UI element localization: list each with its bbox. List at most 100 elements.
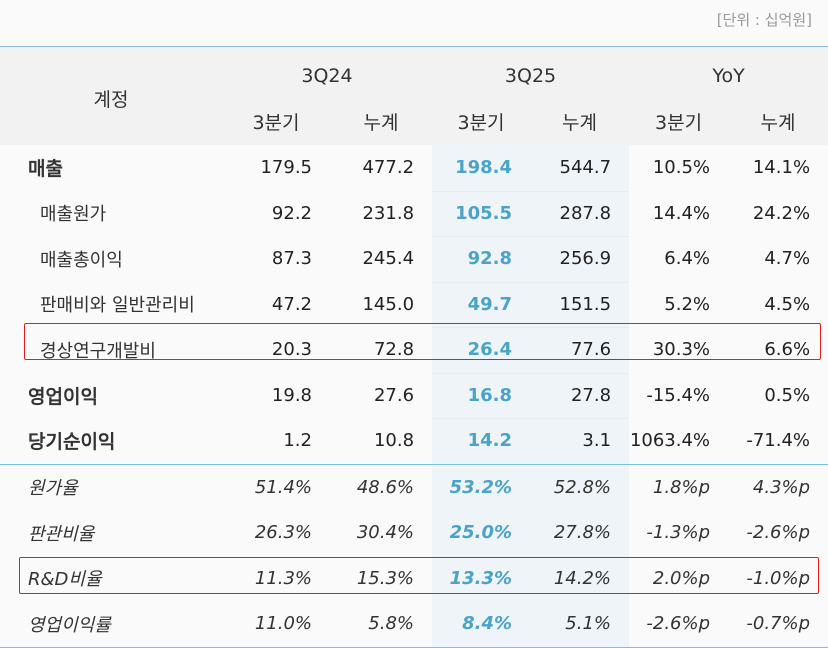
header-yoy: YoY	[712, 65, 745, 87]
cell-value: 544.7	[530, 145, 630, 191]
row-label: 매출총이익	[40, 249, 123, 271]
cell-value: 5.2%	[664, 293, 711, 315]
cell-value: 179.5	[260, 157, 312, 179]
subheader: 누계	[760, 111, 796, 134]
cell-value: 10.5%	[652, 157, 711, 179]
cell-value: 6.6%	[764, 339, 811, 361]
cell-value: 11.3%	[254, 567, 312, 589]
cell-value: 4.3%p	[752, 476, 811, 498]
cell-value: 8.4%	[432, 601, 531, 647]
cell-value: 231.8	[362, 202, 415, 224]
cell-value: -1.3%p	[646, 522, 711, 544]
cell-value: -0.7%p	[746, 613, 811, 635]
header-3q24: 3Q24	[301, 65, 353, 87]
table-row: 경상연구개발비 20.3 72.8 26.4 77.6 30.3% 6.6%	[0, 327, 828, 373]
row-label: 원가율	[28, 478, 78, 500]
row-label: 경상연구개발비	[40, 340, 156, 362]
cell-value: 30.4%	[356, 522, 415, 544]
cell-value: 10.8	[373, 430, 415, 452]
cell-value: 245.4	[362, 248, 415, 270]
cell-value: 92.2	[271, 202, 312, 224]
subheader: 3분기	[252, 111, 300, 134]
table-row: 영업이익 19.8 27.6 16.8 27.8 -15.4% 0.5%	[0, 372, 828, 418]
cell-value: 15.3%	[356, 567, 415, 589]
table-row: 매출총이익 87.3 245.4 92.8 256.9 6.4% 4.7%	[0, 236, 828, 282]
cell-value: 1.2	[283, 430, 312, 452]
cell-value: 16.8	[432, 372, 531, 418]
cell-value: 26.4	[432, 327, 531, 373]
cell-value: 6.4%	[664, 248, 711, 270]
ratio-row: 판관비율 26.3% 30.4% 25.0% 27.8% -1.3%p -2.6%p	[0, 510, 828, 556]
ratio-row: 영업이익률 11.0% 5.8% 8.4% 5.1% -2.6%p -0.7%p	[0, 601, 828, 647]
table-row: 판매비와 일반관리비 47.2 145.0 49.7 151.5 5.2% 4.5%	[0, 281, 828, 327]
cell-value: -1.0%p	[746, 567, 811, 589]
row-label: 영업이익률	[28, 614, 111, 636]
cell-value: 47.2	[271, 293, 312, 315]
cell-value: 1.8%p	[652, 476, 711, 498]
cell-value: 14.2%	[530, 555, 630, 601]
row-label: 판관비율	[28, 523, 95, 545]
cell-value: 145.0	[362, 293, 415, 315]
cell-value: 26.3%	[254, 522, 312, 544]
unit-label: [단위 : 십억원]	[716, 11, 812, 29]
cell-value: 198.4	[432, 145, 531, 191]
cell-value: -2.6%p	[746, 522, 811, 544]
cell-value: 51.4%	[254, 476, 312, 498]
ratio-row: R&D비율 11.3% 15.3% 13.3% 14.2% 2.0%p -1.0%p	[0, 555, 828, 601]
cell-value: -2.6%p	[646, 613, 711, 635]
cell-value: 477.2	[362, 157, 415, 179]
cell-value: 77.6	[530, 327, 630, 373]
row-label: 판매비와 일반관리비	[40, 295, 195, 317]
subheader: 누계	[562, 111, 597, 134]
row-label: 매출원가	[40, 204, 107, 226]
cell-value: 53.2%	[432, 464, 531, 510]
cell-value: 27.6	[373, 384, 415, 406]
cell-value: 287.8	[530, 190, 630, 236]
table-row: 매출원가 92.2 231.8 105.5 287.8 14.4% 24.2%	[0, 190, 828, 236]
cell-value: 5.8%	[368, 613, 415, 635]
cell-value: 87.3	[271, 248, 312, 270]
cell-value: -71.4%	[746, 430, 811, 452]
cell-value: 1063.4%	[629, 430, 711, 452]
cell-value: 52.8%	[530, 464, 630, 510]
cell-value: 14.1%	[752, 157, 811, 179]
cell-value: 4.5%	[764, 293, 811, 315]
cell-value: 27.8	[530, 372, 630, 418]
cell-value: 151.5	[530, 281, 630, 327]
cell-value: 14.4%	[652, 202, 711, 224]
subheader: 누계	[363, 111, 399, 134]
subheader: 3분기	[655, 111, 703, 134]
cell-value: 14.2	[432, 418, 531, 464]
cell-value: 49.7	[432, 281, 531, 327]
cell-value: 5.1%	[530, 601, 630, 647]
cell-value: 3.1	[530, 418, 630, 464]
header-account: 계정	[93, 89, 129, 111]
ratio-row: 원가율 51.4% 48.6% 53.2% 52.8% 1.8%p 4.3%p	[0, 464, 828, 510]
financial-table: 계정 3Q24 3Q25 YoY 3분기 누계 3분기 누계 3분기 누계 매출…	[0, 46, 828, 648]
table-row: 매출 179.5 477.2 198.4 544.7 10.5% 14.1%	[0, 145, 828, 191]
row-label: 영업이익	[28, 385, 98, 408]
row-label: R&D비율	[28, 569, 102, 591]
cell-value: 48.6%	[356, 476, 415, 498]
cell-value: 24.2%	[752, 202, 811, 224]
cell-value: 256.9	[530, 236, 630, 282]
cell-value: 72.8	[373, 339, 415, 361]
cell-value: -15.4%	[646, 384, 711, 406]
cell-value: 0.5%	[764, 384, 811, 406]
cell-value: 27.8%	[530, 510, 630, 556]
cell-value: 2.0%p	[652, 567, 711, 589]
cell-value: 4.7%	[764, 248, 811, 270]
table-row: 당기순이익 1.2 10.8 14.2 3.1 1063.4% -71.4%	[0, 418, 828, 464]
cell-value: 19.8	[271, 384, 312, 406]
cell-value: 20.3	[271, 339, 312, 361]
cell-value: 11.0%	[254, 613, 312, 635]
cell-value: 30.3%	[652, 339, 711, 361]
cell-value: 25.0%	[432, 510, 531, 556]
header-3q25: 3Q25	[504, 65, 557, 87]
row-label: 매출	[28, 158, 63, 181]
cell-value: 13.3%	[432, 555, 531, 601]
subheader: 3분기	[457, 111, 505, 134]
row-label: 당기순이익	[28, 431, 116, 454]
cell-value: 92.8	[432, 236, 531, 282]
cell-value: 105.5	[432, 190, 531, 236]
